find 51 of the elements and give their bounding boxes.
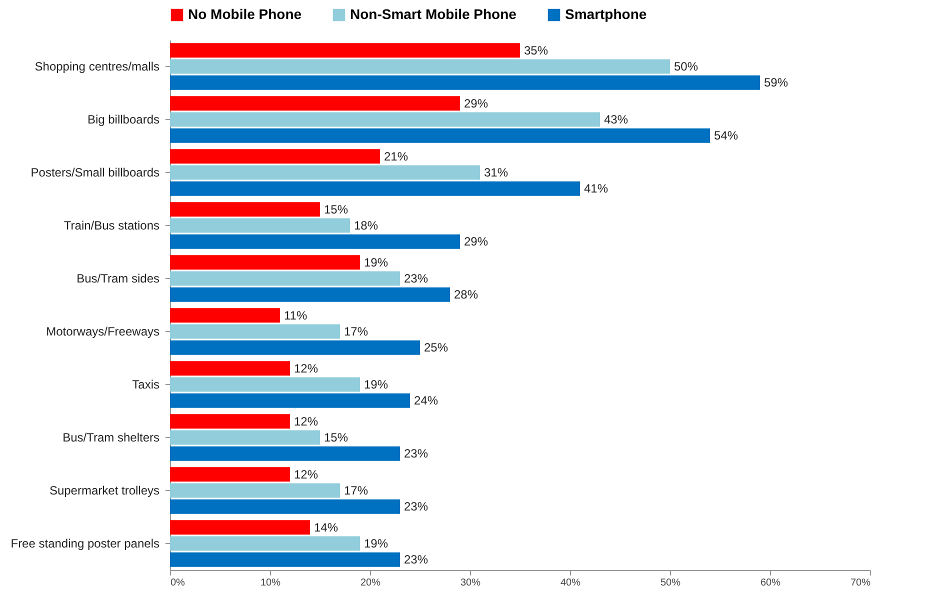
data-label: 43% <box>604 112 628 126</box>
data-label: 14% <box>314 520 338 534</box>
data-label: 24% <box>414 394 438 408</box>
y-tick-label: Posters/Small billboards <box>30 166 160 180</box>
x-tick-label: 10% <box>260 578 281 588</box>
data-label: 29% <box>464 96 488 110</box>
legend-label: Non-Smart Mobile Phone <box>350 6 517 22</box>
y-tick-label: Motorways/Freeways <box>46 324 160 338</box>
y-tick-label: Train/Bus stations <box>64 218 160 232</box>
data-label: 25% <box>424 340 448 355</box>
data-label: 54% <box>714 128 738 143</box>
data-label: 12% <box>294 467 318 482</box>
data-label: 18% <box>354 218 378 232</box>
data-label: 59% <box>764 76 788 90</box>
data-label: 50% <box>674 60 698 74</box>
data-label: 12% <box>294 361 318 376</box>
data-label: 28% <box>454 288 478 302</box>
y-tick-label: Taxis <box>132 378 160 392</box>
x-tick-label: 0% <box>170 578 186 588</box>
data-label: 23% <box>404 446 428 461</box>
x-tick-label: 60% <box>760 578 781 588</box>
data-label: 31% <box>484 166 508 180</box>
data-label: 29% <box>464 234 488 249</box>
data-label: 15% <box>324 202 348 216</box>
data-label: 11% <box>284 308 308 322</box>
data-label: 12% <box>294 414 318 428</box>
y-tick-label: Supermarket trolleys <box>49 484 160 498</box>
data-label: 21% <box>384 149 408 164</box>
legend-label: Smartphone <box>565 6 647 22</box>
data-label: 23% <box>404 272 428 286</box>
x-tick-label: 70% <box>850 578 871 588</box>
x-tick-label: 30% <box>460 578 481 588</box>
data-label: 35% <box>524 43 548 58</box>
data-label: 17% <box>344 484 368 498</box>
y-tick-label: Free standing poster panels <box>10 536 160 550</box>
data-label: 19% <box>364 255 388 270</box>
x-tick-label: 20% <box>360 578 381 588</box>
data-label: 19% <box>364 378 388 392</box>
x-tick-label: 40% <box>560 578 581 588</box>
y-tick-label: Bus/Tram sides <box>76 272 160 286</box>
legend-label: No Mobile Phone <box>188 6 302 22</box>
data-label: 15% <box>324 430 348 444</box>
data-label: 23% <box>404 552 428 567</box>
data-label: 23% <box>404 500 428 514</box>
data-label: 17% <box>344 324 368 338</box>
y-tick-label: Big billboards <box>87 112 160 126</box>
y-tick-label: Bus/Tram shelters <box>62 430 160 444</box>
x-tick-label: 50% <box>660 578 681 588</box>
data-label: 19% <box>364 536 388 550</box>
y-tick-label: Shopping centres/malls <box>34 60 160 74</box>
data-label: 41% <box>584 182 608 196</box>
